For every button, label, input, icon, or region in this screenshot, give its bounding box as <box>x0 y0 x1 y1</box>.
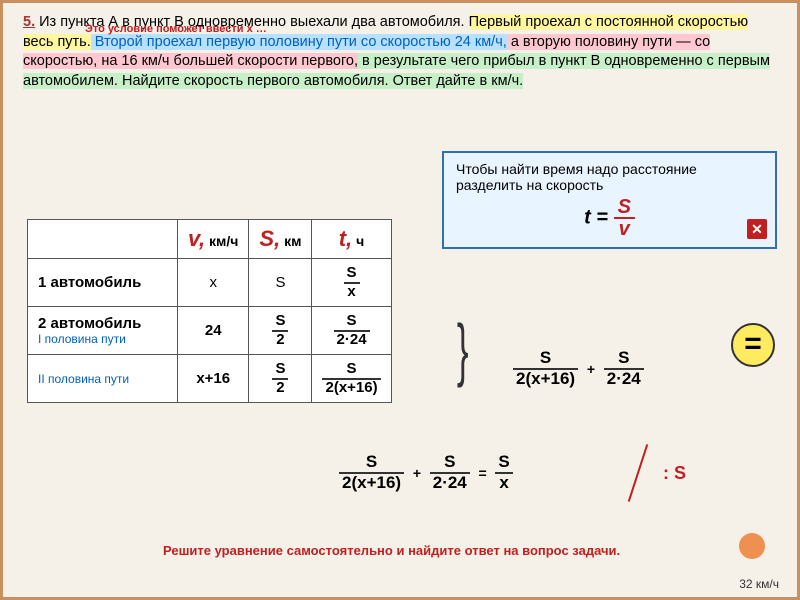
orange-dot-icon <box>739 533 765 559</box>
divider-line-icon <box>628 444 648 502</box>
hint-overlay: Это условие поможет ввести х … <box>85 23 267 35</box>
time-formula: t = S v <box>456 197 763 239</box>
col-velocity: v, км/ч <box>178 220 249 259</box>
expression-equation: S2(x+16) + S2·24 = Sx <box>339 453 513 492</box>
col-distance: S, км <box>249 220 312 259</box>
equals-badge: = <box>731 323 775 367</box>
col-time: t, ч <box>312 220 391 259</box>
answer-text: 32 км/ч <box>739 577 779 591</box>
close-icon[interactable]: ✕ <box>747 219 767 239</box>
brace-icon: } <box>457 309 469 389</box>
data-table: v, км/ч S, км t, ч 1 автомобиль x S Sx 2… <box>27 219 392 403</box>
highlight-second-half1: Второй проехал первую половину пути со с… <box>91 34 507 50</box>
table-row: II половина пути x+16 S2 S2(x+16) <box>28 355 392 403</box>
divide-by-s: : S <box>663 463 686 484</box>
problem-number: 5. <box>23 14 35 30</box>
table-row: 2 автомобильI половина пути 24 S2 S2·24 <box>28 307 392 355</box>
info-text: Чтобы найти время надо расстояние раздел… <box>456 161 763 193</box>
solve-instruction: Решите уравнение самостоятельно и найдит… <box>163 543 620 558</box>
info-box: Чтобы найти время надо расстояние раздел… <box>442 151 777 249</box>
table-row: 1 автомобиль x S Sx <box>28 259 392 307</box>
expression-sum: S2(x+16) + S2·24 <box>513 349 644 388</box>
